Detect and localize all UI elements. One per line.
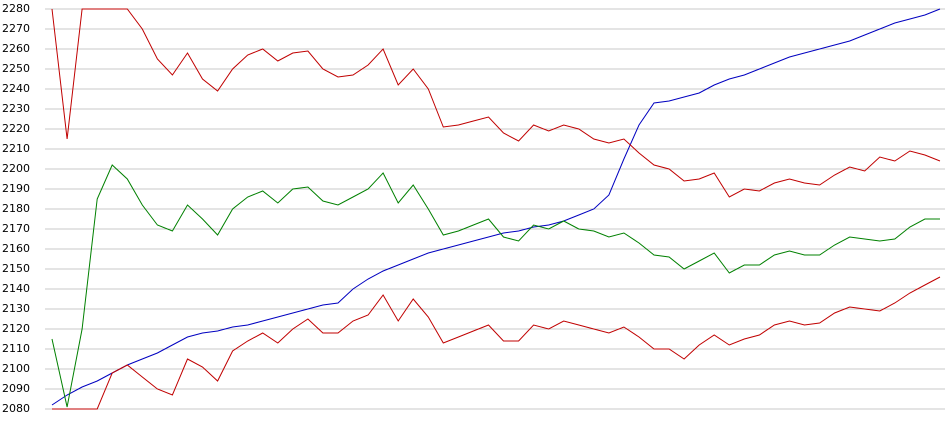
line-series: [51, 164, 940, 408]
y-tick-label: 2210: [2, 142, 30, 155]
y-tick-label: 2220: [2, 122, 30, 135]
y-tick-label: 2280: [2, 2, 30, 15]
y-tick-label: 2150: [2, 262, 30, 275]
y-tick-label: 2140: [2, 282, 30, 295]
line-series: [52, 276, 941, 410]
y-tick-label: 2080: [2, 402, 30, 415]
y-tick-label: 2130: [2, 302, 30, 315]
y-tick-label: 2090: [2, 382, 30, 395]
y-tick-label: 2160: [2, 242, 30, 255]
y-tick-label: 2180: [2, 202, 30, 215]
y-tick-label: 2200: [2, 162, 30, 175]
y-tick-label: 2240: [2, 82, 30, 95]
y-tick-label: 2250: [2, 62, 30, 75]
y-tick-label: 2170: [2, 222, 30, 235]
line-series: [51, 8, 941, 406]
y-tick-label: 2100: [2, 362, 30, 375]
y-tick-label: 2110: [2, 342, 30, 355]
y-tick-label: 2120: [2, 322, 30, 335]
line-series: [51, 8, 941, 198]
y-tick-label: 2230: [2, 102, 30, 115]
y-tick-label: 2260: [2, 42, 30, 55]
y-tick-label: 2270: [2, 22, 30, 35]
y-tick-label: 2190: [2, 182, 30, 195]
